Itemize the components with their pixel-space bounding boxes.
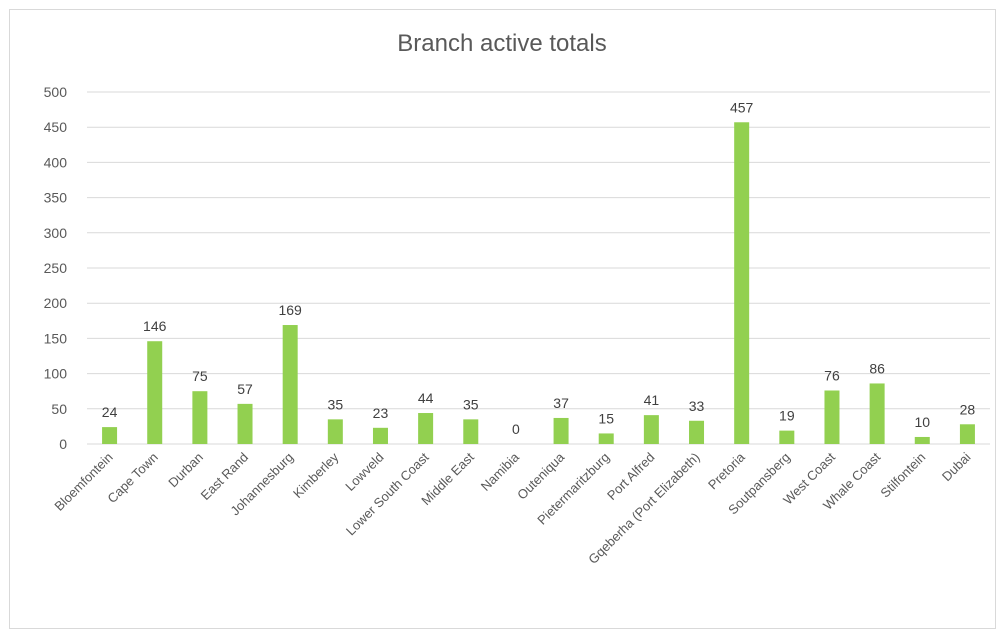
bar-east-rand <box>237 403 253 444</box>
data-label: 35 <box>328 396 344 412</box>
data-label: 10 <box>914 414 930 430</box>
x-tick-label: Dubai <box>939 449 974 484</box>
bar-dubai <box>959 424 975 444</box>
x-tick-label: Namibia <box>478 449 523 494</box>
data-label: 146 <box>143 318 167 334</box>
bar-soutpansberg <box>779 430 795 444</box>
bar-pretoria <box>734 122 750 444</box>
x-tick-label: Lowveld <box>342 450 386 494</box>
y-tick-label: 50 <box>51 401 67 417</box>
y-tick-label: 150 <box>44 330 68 346</box>
bar-pietermaritzburg <box>598 433 614 444</box>
bar-middle-east <box>463 419 479 444</box>
y-tick-label: 300 <box>44 225 68 241</box>
data-label: 44 <box>418 390 434 406</box>
y-tick-label: 450 <box>44 119 68 135</box>
bar-port-alfred <box>643 415 659 444</box>
data-label: 37 <box>553 395 569 411</box>
data-label: 23 <box>373 405 389 421</box>
x-tick-label: Stilfontein <box>877 450 928 501</box>
y-tick-label: 350 <box>44 190 68 206</box>
x-tick-label: Durban <box>165 450 206 491</box>
bar-bloemfontein <box>102 427 118 444</box>
data-label: 75 <box>192 368 208 384</box>
chart-title: Branch active totals <box>397 30 607 57</box>
bar-johannesburg <box>282 325 298 444</box>
y-tick-label: 250 <box>44 260 68 276</box>
x-tick-label: Bloemfontein <box>51 450 115 514</box>
bar-gqeberha-port-elizabeth- <box>689 420 705 444</box>
data-label: 41 <box>644 392 660 408</box>
x-tick-label: Pretoria <box>705 449 748 492</box>
bar-outeniqua <box>553 417 569 444</box>
bar-lower-south-coast <box>418 413 434 444</box>
data-label: 57 <box>237 381 253 397</box>
x-tick-label: Lower South Coast <box>343 449 432 538</box>
bar-west-coast <box>824 390 840 444</box>
y-tick-label: 200 <box>44 295 68 311</box>
y-tick-label: 500 <box>44 84 68 100</box>
x-tick-label: Kimberley <box>290 449 342 501</box>
y-tick-label: 100 <box>44 366 68 382</box>
bar-lowveld <box>372 427 388 444</box>
bar-whale-coast <box>869 383 885 444</box>
bar-stilfontein <box>914 436 930 444</box>
data-label: 169 <box>278 302 302 318</box>
y-tick-label: 400 <box>44 154 68 170</box>
data-label: 19 <box>779 408 795 424</box>
data-label: 86 <box>869 360 885 376</box>
chart-area <box>9 9 996 629</box>
data-label: 457 <box>730 99 754 115</box>
data-label: 15 <box>598 410 614 426</box>
data-label: 76 <box>824 367 840 383</box>
data-label: 33 <box>689 398 705 414</box>
bar-kimberley <box>327 419 343 444</box>
data-label: 24 <box>102 404 118 420</box>
data-label: 35 <box>463 396 479 412</box>
y-tick-label: 0 <box>59 436 67 452</box>
bar-cape-town <box>147 341 163 444</box>
data-label: 28 <box>960 401 976 417</box>
bar-durban <box>192 391 208 444</box>
data-label: 0 <box>512 421 520 437</box>
